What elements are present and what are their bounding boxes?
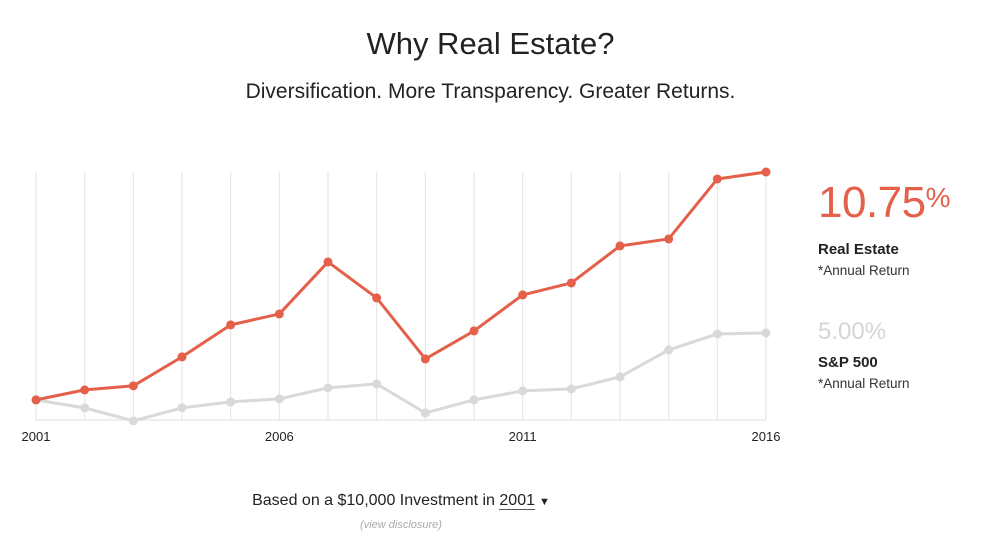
data-point <box>615 372 625 382</box>
page-title: Why Real Estate? <box>366 26 615 61</box>
real-estate-return: 10.75% <box>818 178 951 228</box>
data-point <box>226 320 236 330</box>
data-point <box>372 379 382 389</box>
series-line-s-p-500 <box>35 331 767 423</box>
data-point <box>615 241 625 251</box>
data-point <box>274 309 284 319</box>
data-point <box>31 395 41 405</box>
investment-caption: Based on a $10,000 Investment in 2001 ▼ <box>0 492 802 510</box>
data-point <box>177 403 187 413</box>
x-tick-label: 2011 <box>509 429 537 444</box>
data-point <box>664 234 674 244</box>
series-line-real-estate <box>35 170 767 402</box>
data-point <box>518 386 528 396</box>
sp500-label: S&P 500 <box>818 354 878 371</box>
data-point <box>80 403 90 413</box>
data-point <box>469 326 479 336</box>
real-estate-label: Real Estate <box>818 241 899 258</box>
data-point <box>518 290 528 300</box>
data-point <box>226 397 236 407</box>
line-chart: 2001 2006 2011 2016 <box>22 167 781 444</box>
data-point <box>664 345 674 355</box>
real-estate-return-value: 10.75 <box>818 178 926 227</box>
data-point <box>323 257 333 267</box>
x-tick-label: 2001 <box>22 429 51 444</box>
view-disclosure-link[interactable]: (view disclosure) <box>360 519 442 531</box>
caret-down-icon[interactable]: ▼ <box>539 496 550 508</box>
x-tick-label: 2006 <box>265 429 294 444</box>
data-point <box>177 352 187 362</box>
sp500-return-value: 5.00 <box>818 318 865 345</box>
real-estate-note: *Annual Return <box>818 263 910 278</box>
data-point <box>372 293 382 303</box>
data-point <box>566 278 576 288</box>
percent-sign: % <box>864 318 887 345</box>
data-point <box>566 384 576 394</box>
page-subtitle: Diversification. More Transparency. Grea… <box>245 80 736 103</box>
data-point <box>469 395 479 405</box>
data-point <box>761 167 771 177</box>
percent-sign: % <box>925 182 951 213</box>
data-point <box>274 394 284 404</box>
investment-caption-text: Based on a $10,000 Investment in <box>252 492 495 509</box>
sp500-note: *Annual Return <box>818 376 910 391</box>
data-point <box>80 385 90 395</box>
data-point <box>323 383 333 393</box>
data-point <box>712 174 722 184</box>
year-select[interactable]: 2001 <box>499 492 535 510</box>
data-point <box>761 328 771 338</box>
data-point <box>420 408 430 418</box>
data-point <box>128 416 138 426</box>
sp500-return: 5.00% <box>818 318 886 346</box>
data-point <box>128 381 138 391</box>
data-point <box>712 329 722 339</box>
x-tick-label: 2016 <box>752 429 781 444</box>
data-point <box>420 354 430 364</box>
